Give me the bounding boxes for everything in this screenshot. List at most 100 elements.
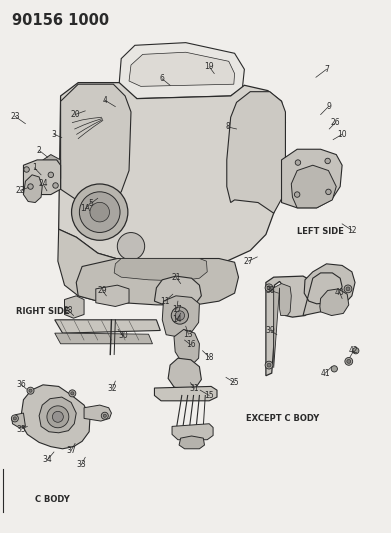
Polygon shape [84,405,111,421]
Polygon shape [172,424,213,440]
Text: C BODY: C BODY [35,495,70,504]
Polygon shape [154,386,217,401]
Circle shape [79,192,120,232]
Text: 15: 15 [204,391,214,400]
Text: 4: 4 [102,96,107,104]
Polygon shape [22,385,90,449]
Text: 7: 7 [324,65,329,74]
Circle shape [29,389,32,392]
Polygon shape [266,276,316,376]
Text: 9: 9 [326,102,331,111]
Polygon shape [227,92,285,213]
Circle shape [344,285,352,293]
Circle shape [353,348,359,354]
Text: 41: 41 [321,369,330,377]
Circle shape [117,232,145,260]
Text: 11: 11 [160,297,170,305]
Text: 34: 34 [43,455,52,464]
Text: 8: 8 [225,123,230,131]
Text: EXCEPT C BODY: EXCEPT C BODY [246,414,319,423]
Polygon shape [58,229,125,301]
Circle shape [267,286,271,290]
Polygon shape [129,52,235,86]
Text: 39: 39 [266,326,275,335]
Polygon shape [274,284,291,368]
Text: 10: 10 [337,130,347,139]
Circle shape [11,415,18,422]
Circle shape [53,183,58,188]
Circle shape [27,387,34,394]
Text: 22: 22 [16,186,25,195]
Polygon shape [12,413,25,427]
Text: 13: 13 [184,330,193,338]
Text: 21: 21 [171,273,181,281]
Text: 5: 5 [88,199,93,208]
Text: 6: 6 [160,75,165,83]
Text: 40: 40 [335,288,344,296]
Circle shape [24,167,29,172]
Circle shape [294,192,300,197]
Text: 23: 23 [10,112,20,120]
Text: 2: 2 [37,146,41,155]
Polygon shape [119,43,244,99]
Text: 24: 24 [38,180,48,188]
Text: 90156 1000: 90156 1000 [12,13,109,28]
Text: 29: 29 [98,286,107,295]
Polygon shape [61,84,131,204]
Circle shape [103,414,106,417]
Polygon shape [59,83,285,264]
Circle shape [175,311,185,320]
Text: 32: 32 [108,384,117,392]
Circle shape [345,358,353,365]
Polygon shape [23,160,61,195]
Circle shape [48,172,54,177]
Circle shape [69,390,76,397]
Text: 27: 27 [244,257,253,265]
Circle shape [28,184,33,189]
Polygon shape [23,175,42,203]
Polygon shape [291,165,336,208]
Text: 1: 1 [32,164,37,172]
Circle shape [52,411,63,422]
Circle shape [325,158,330,164]
Polygon shape [55,333,152,344]
Text: 33: 33 [77,461,86,469]
Circle shape [295,160,301,165]
Text: 26: 26 [331,118,340,127]
Polygon shape [320,289,349,316]
Circle shape [47,406,69,428]
Polygon shape [55,320,160,333]
Circle shape [265,361,273,369]
Text: RIGHT SIDE: RIGHT SIDE [16,308,69,316]
Circle shape [331,366,337,372]
Circle shape [347,359,351,364]
Polygon shape [96,285,129,306]
Text: 3: 3 [52,130,56,139]
Text: 1A: 1A [80,205,90,213]
Text: 17: 17 [172,305,181,313]
Text: 14: 14 [172,316,181,324]
Polygon shape [303,264,355,316]
Text: LEFT SIDE: LEFT SIDE [297,228,344,236]
Circle shape [13,417,16,420]
Circle shape [90,203,109,222]
Text: 19: 19 [204,62,214,71]
Text: 20: 20 [70,110,80,119]
Circle shape [72,184,128,240]
Text: 30: 30 [118,332,128,340]
Circle shape [71,392,74,395]
Polygon shape [39,397,76,433]
Polygon shape [174,329,199,365]
Text: 31: 31 [190,384,199,392]
Polygon shape [162,296,199,337]
Text: 18: 18 [204,353,214,361]
Text: 16: 16 [186,341,196,349]
Polygon shape [41,155,61,182]
Polygon shape [179,436,204,449]
Polygon shape [65,296,84,318]
Text: 12: 12 [347,226,357,235]
Circle shape [267,363,271,367]
Circle shape [171,307,188,324]
Text: 37: 37 [66,446,76,455]
Polygon shape [282,149,342,208]
